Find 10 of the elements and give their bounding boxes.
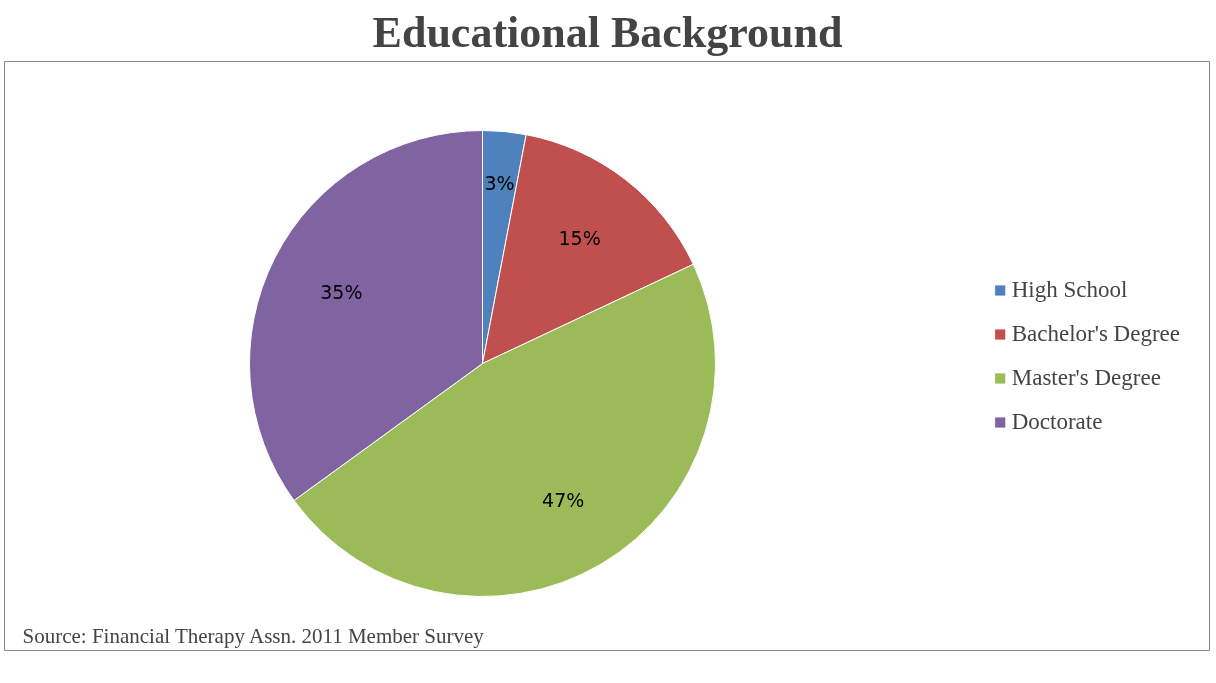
source-note: Source: Financial Therapy Assn. 2011 Member Survey — [22, 623, 485, 648]
data-label: 15% — [558, 227, 601, 250]
legend-label: High School — [1011, 277, 1128, 303]
data-label: 47% — [542, 488, 585, 511]
legend-label: Bachelor's Degree — [1011, 321, 1180, 347]
data-label: 3% — [484, 171, 515, 194]
legend-label: Doctorate — [1011, 409, 1103, 435]
chart-title: Educational Background — [372, 7, 843, 57]
legend-label: Master's Degree — [1011, 365, 1161, 391]
data-label: 35% — [320, 280, 363, 303]
